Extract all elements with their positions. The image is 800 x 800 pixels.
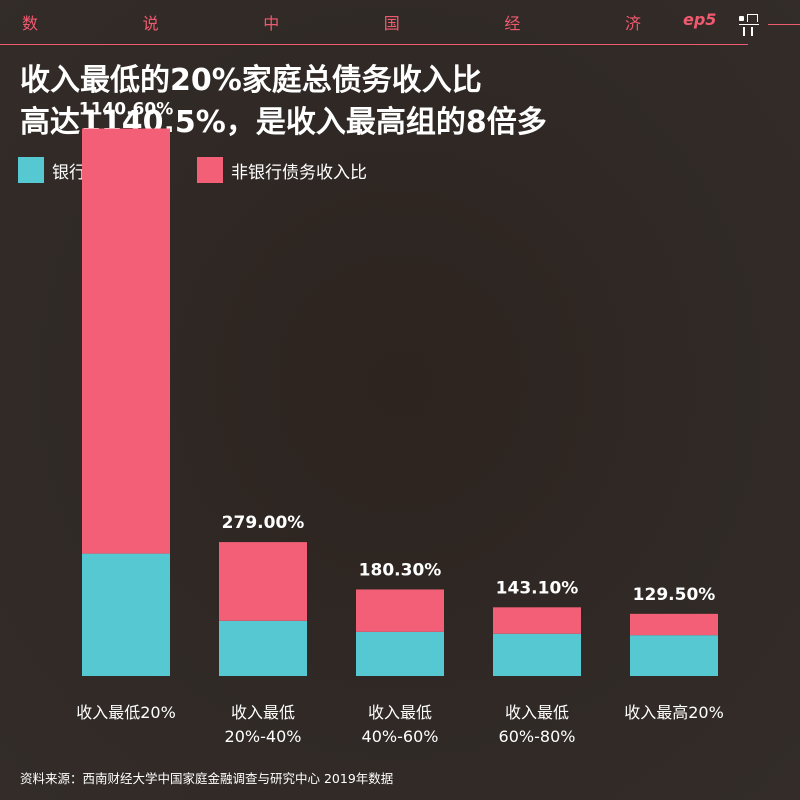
legend-swatch-bank: [18, 157, 44, 183]
total-label-1: 279.00%: [222, 513, 305, 533]
title-line-1: 收入最低的20%家庭总债务收入比: [20, 63, 482, 98]
header-divider-right: [768, 24, 800, 25]
header-divider: [0, 44, 748, 45]
category-label-4-0: 收入最高20%: [624, 703, 724, 722]
series-title-row: 数 说 中 国 经 济: [22, 10, 642, 34]
total-label-2: 180.30%: [359, 560, 442, 580]
bar-segment-bank-4: [630, 635, 718, 676]
category-label-0-0: 收入最低20%: [76, 703, 176, 722]
series-char: 济: [624, 14, 642, 33]
bar-segment-nonbank-4: [630, 613, 718, 636]
source-note: 资料来源：西南财经大学中国家庭金融调查与研究中心 2019年数据: [20, 771, 394, 786]
bar-segment-nonbank-0: [82, 128, 170, 554]
total-label-4: 129.50%: [633, 585, 716, 605]
bar-segment-nonbank-3: [493, 607, 581, 634]
bar-segment-nonbank-2: [356, 589, 444, 632]
total-label-3: 143.10%: [496, 578, 579, 598]
bar-segment-bank-3: [493, 633, 581, 676]
series-char: 中: [263, 14, 281, 33]
series-char: 国: [383, 14, 401, 33]
legend-item-nonbank: 非银行债务收入比: [197, 157, 367, 183]
series-char: 数: [22, 14, 40, 33]
bar-segment-nonbank-1: [219, 542, 307, 621]
category-label-1-1: 20%-40%: [225, 727, 302, 746]
series-char: 经: [504, 14, 522, 33]
bar-segment-bank-2: [356, 631, 444, 676]
episode-label: ep5: [683, 10, 717, 29]
legend-label-nonbank: 非银行债务收入比: [231, 162, 367, 183]
chart-title: 收入最低的20%家庭总债务收入比 高达1140.5%，是收入最高组的8倍多: [20, 60, 780, 144]
category-label-2-0: 收入最低: [368, 703, 432, 722]
bar-segment-bank-1: [219, 620, 307, 676]
series-char: 说: [142, 14, 160, 33]
category-label-3-1: 60%-80%: [499, 727, 576, 746]
legend-swatch-nonbank: [197, 157, 223, 183]
total-label-0: 1140.60%: [79, 100, 173, 120]
brand-logo-icon: [737, 12, 763, 38]
category-label-3-0: 收入最低: [505, 703, 569, 722]
bar-segment-bank-0: [82, 553, 170, 676]
category-label-1-0: 收入最低: [231, 703, 295, 722]
category-label-2-1: 40%-60%: [362, 727, 439, 746]
